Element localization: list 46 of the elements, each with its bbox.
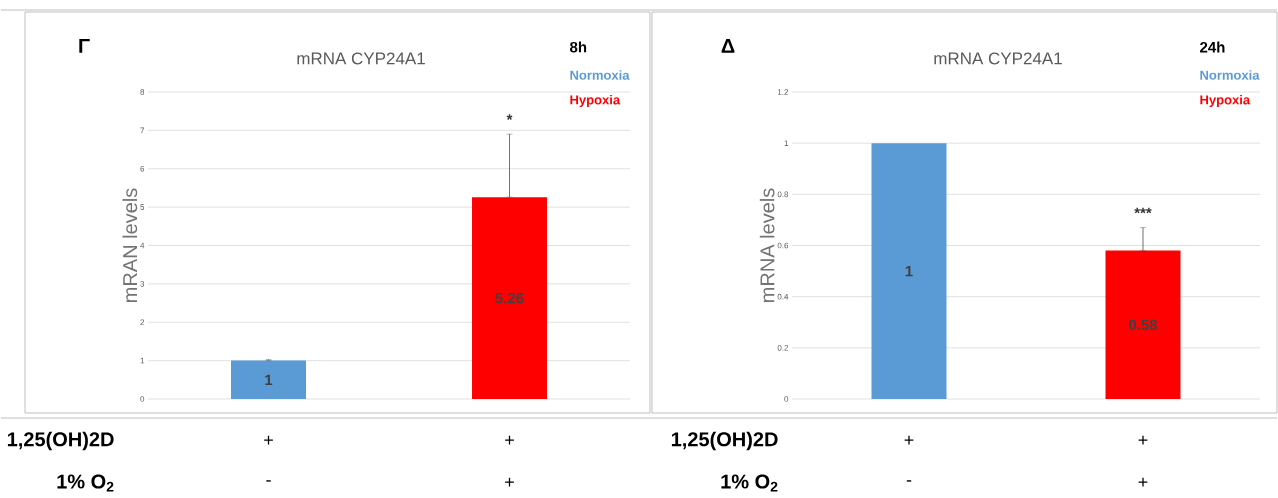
chart-title: mRNA CYP24A1 xyxy=(934,52,1062,65)
text: Δ xyxy=(721,39,735,53)
y-axis-title: mRNA levels xyxy=(759,188,775,302)
legend-title: 24h xyxy=(1200,41,1225,53)
text: - xyxy=(906,480,912,482)
legend-title: 8h xyxy=(570,41,587,53)
text: 1,25(OH)2D xyxy=(7,431,114,451)
y-tick-label: 6 xyxy=(140,165,145,172)
y-tick-label: 0 xyxy=(140,396,145,402)
y-tick-label: 0.6 xyxy=(777,242,789,249)
text: Normoxia xyxy=(570,70,630,80)
y-tick-label: 2 xyxy=(140,319,145,326)
text: + xyxy=(1138,435,1148,445)
text: - xyxy=(266,480,271,482)
y-tick-label: 1 xyxy=(784,140,789,146)
y-tick-label: 7 xyxy=(140,127,145,134)
y-axis-title: mRAN levels xyxy=(122,188,138,302)
text: Hypoxia xyxy=(570,94,621,108)
chart-title: mRNA CYP24A1 xyxy=(297,52,425,65)
text: 1% O$_{2}$ xyxy=(721,474,778,492)
y-tick-label: 1 xyxy=(140,357,145,364)
text: Normoxia xyxy=(1200,70,1260,80)
y-tick-label: 8 xyxy=(140,89,145,95)
text: 1,25(OH)2D xyxy=(671,431,778,451)
y-tick-label: 5 xyxy=(140,204,145,210)
y-tick-label: 1.2 xyxy=(777,89,789,95)
data-label: 0.58 xyxy=(1128,319,1158,331)
y-tick-label: 0.8 xyxy=(777,191,789,198)
text: + xyxy=(505,435,514,445)
annotation: *** xyxy=(1134,207,1152,214)
text: + xyxy=(264,435,273,445)
text: Γ xyxy=(79,39,90,53)
y-tick-label: 0.2 xyxy=(777,344,789,351)
annotation: * xyxy=(506,114,513,120)
data-label: 1 xyxy=(905,265,913,277)
data-label: 5.26 xyxy=(495,292,524,304)
text: + xyxy=(505,477,514,487)
y-tick-label: 0.4 xyxy=(777,293,789,300)
y-tick-label: 0 xyxy=(784,396,789,402)
y-tick-label: 4 xyxy=(140,242,145,249)
y-tick-label: 3 xyxy=(140,281,145,287)
text: 1% O$_{2}$ xyxy=(57,474,114,492)
text: + xyxy=(1138,477,1148,487)
data-label: 1 xyxy=(265,374,273,385)
text: + xyxy=(904,435,914,445)
text: Hypoxia xyxy=(1200,94,1251,108)
